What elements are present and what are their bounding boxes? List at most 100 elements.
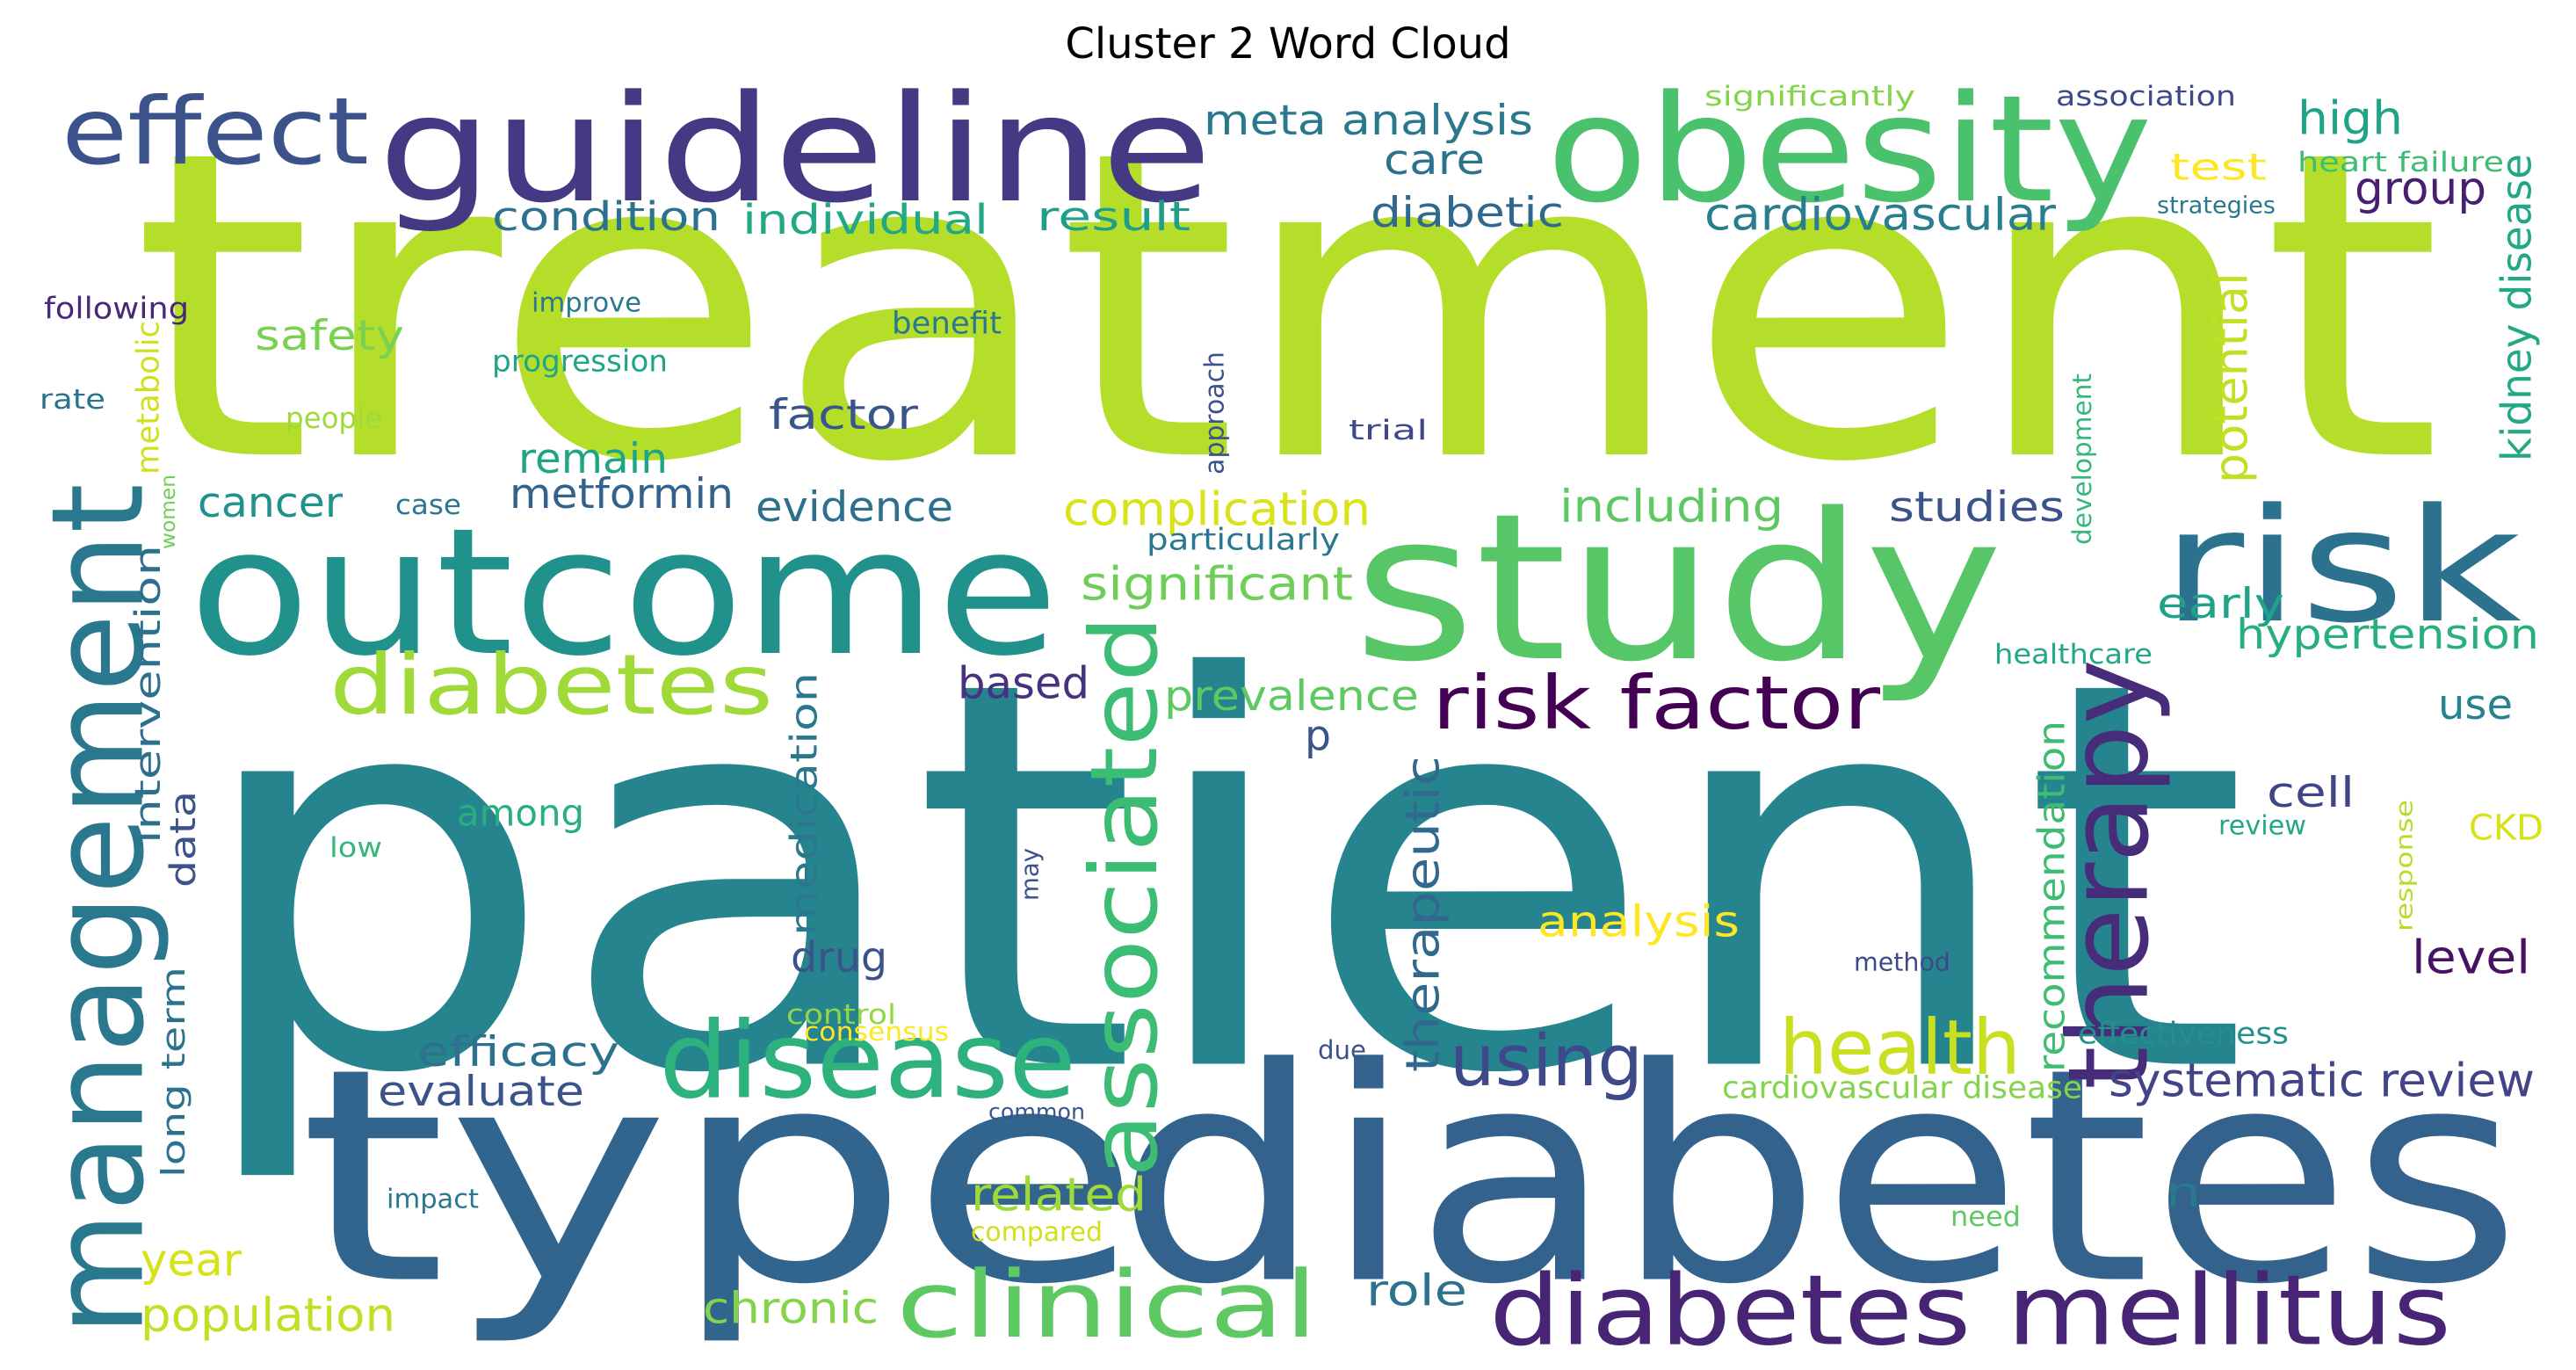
word-effectiveness: effectiveness xyxy=(2078,1017,2289,1051)
word-metabolic: metabolic xyxy=(131,321,167,475)
word-significant: significant xyxy=(1081,558,1353,612)
word-associated: associated xyxy=(1071,615,1178,1178)
word-disease: disease xyxy=(659,1000,1076,1123)
word-control: control xyxy=(786,999,896,1031)
word-effect: effect xyxy=(62,78,369,185)
word-safety: safety xyxy=(255,312,404,360)
word-evaluate: evaluate xyxy=(378,1068,584,1116)
word-related: related xyxy=(971,1169,1147,1222)
figure-title: Cluster 2 Word Cloud xyxy=(1065,19,1511,69)
word-population: population xyxy=(141,1289,395,1343)
word-diabetes: diabetes xyxy=(329,637,773,734)
word-remain: remain xyxy=(518,435,668,483)
word-early: early xyxy=(2157,580,2284,628)
word-therapeutic: therapeutic xyxy=(1397,756,1451,1072)
word-trial: trial xyxy=(1349,415,1428,446)
word-guideline: guideline xyxy=(378,63,1212,236)
word-cardiovascular-disease: cardiovascular disease xyxy=(1722,1071,2082,1106)
word-particularly: particularly xyxy=(1147,523,1340,557)
word-study: study xyxy=(1353,471,2003,707)
word-therapy: therapy xyxy=(2044,659,2174,1090)
word-drug: drug xyxy=(791,934,887,982)
word-data: data xyxy=(163,791,204,888)
word-treatment: treatment xyxy=(132,61,2442,555)
word-high: high xyxy=(2297,92,2403,146)
word-role: role xyxy=(1366,1265,1467,1316)
word-use: use xyxy=(2438,681,2513,729)
word-people: people xyxy=(286,402,382,435)
word-development: development xyxy=(2067,373,2097,545)
word-kidney-disease: kidney disease xyxy=(2493,154,2542,461)
word-using: using xyxy=(1450,1019,1643,1103)
word-approach: approach xyxy=(1200,352,1231,475)
word-systematic-review: systematic review xyxy=(2109,1055,2535,1108)
word-women: women xyxy=(156,475,180,549)
word-cancer: cancer xyxy=(198,479,344,527)
word-year: year xyxy=(141,1235,242,1287)
word-metformin: metformin xyxy=(510,470,734,518)
word-including: including xyxy=(1559,481,1784,533)
word-heart-failure: heart failure xyxy=(2297,147,2504,178)
word-risk: risk xyxy=(2161,475,2522,658)
word-based: based xyxy=(958,658,1089,709)
word-association: association xyxy=(2056,81,2236,112)
word-health: health xyxy=(1779,1004,2021,1092)
word-may: may xyxy=(1017,848,1045,901)
word-chronic: chronic xyxy=(703,1283,879,1334)
word-diabetic: diabetic xyxy=(1371,189,1564,237)
word-healthcare: healthcare xyxy=(1994,639,2153,671)
word-potential: potential xyxy=(2205,272,2259,483)
word-obesity: obesity xyxy=(1546,63,2153,236)
word-studies: studies xyxy=(1889,483,2065,532)
word-method: method xyxy=(1854,948,1950,977)
word-diabetes: diabetes xyxy=(1116,1006,2522,1350)
word-recommendation: recommendation xyxy=(2030,721,2073,1072)
word-risk-factor: risk factor xyxy=(1432,660,1881,746)
word-compared: compared xyxy=(971,1217,1103,1248)
word-low: low xyxy=(329,832,382,864)
word-test: test xyxy=(2170,146,2267,189)
word-long-term: long term xyxy=(155,967,192,1178)
word-cell: cell xyxy=(2267,769,2355,817)
word-level: level xyxy=(2412,931,2530,985)
word-cardiovascular: cardiovascular xyxy=(1704,189,2056,241)
word-among: among xyxy=(457,792,584,835)
word-significantly: significantly xyxy=(1704,81,1915,112)
word-consensus: consensus xyxy=(804,1017,949,1047)
word-intervention: intervention xyxy=(128,545,169,844)
word-patient: patient xyxy=(189,568,2249,1191)
word-factor: factor xyxy=(769,391,919,439)
word-meta-analysis: meta analysis xyxy=(1204,97,1533,145)
word-efficacy: efficacy xyxy=(417,1028,619,1076)
word-medication: medication xyxy=(783,672,826,936)
word-review: review xyxy=(2218,811,2306,842)
word-impact: impact xyxy=(387,1185,479,1215)
word-need: need xyxy=(1950,1201,2021,1233)
word-complication: complication xyxy=(1063,483,1371,537)
word-individual: individual xyxy=(742,196,988,243)
word-strategies: strategies xyxy=(2157,192,2276,220)
word-response: response xyxy=(2392,800,2419,931)
word-p: p xyxy=(1305,712,1331,760)
word-improve: improve xyxy=(532,288,641,319)
word-condition: condition xyxy=(492,193,720,240)
word-care: care xyxy=(1384,136,1485,185)
word-case: case xyxy=(395,489,461,521)
word-benefit: benefit xyxy=(892,307,1002,342)
word-hypertension: hypertension xyxy=(2236,611,2539,659)
word-prevalence: prevalence xyxy=(1164,672,1419,721)
word-evidence: evidence xyxy=(756,483,953,532)
word-n: n xyxy=(2166,1169,2201,1217)
word-analysis: analysis xyxy=(1538,896,1740,947)
word-type: type xyxy=(299,1006,1142,1350)
word-rate: rate xyxy=(40,384,105,416)
word-ckd: CKD xyxy=(2469,808,2543,849)
word-following: following xyxy=(44,292,189,326)
word-due: due xyxy=(1318,1035,1366,1065)
word-outcome: outcome xyxy=(189,491,1059,695)
word-clinical: clinical xyxy=(896,1251,1318,1359)
word-management: management xyxy=(25,483,173,1336)
word-group: group xyxy=(2355,163,2486,215)
